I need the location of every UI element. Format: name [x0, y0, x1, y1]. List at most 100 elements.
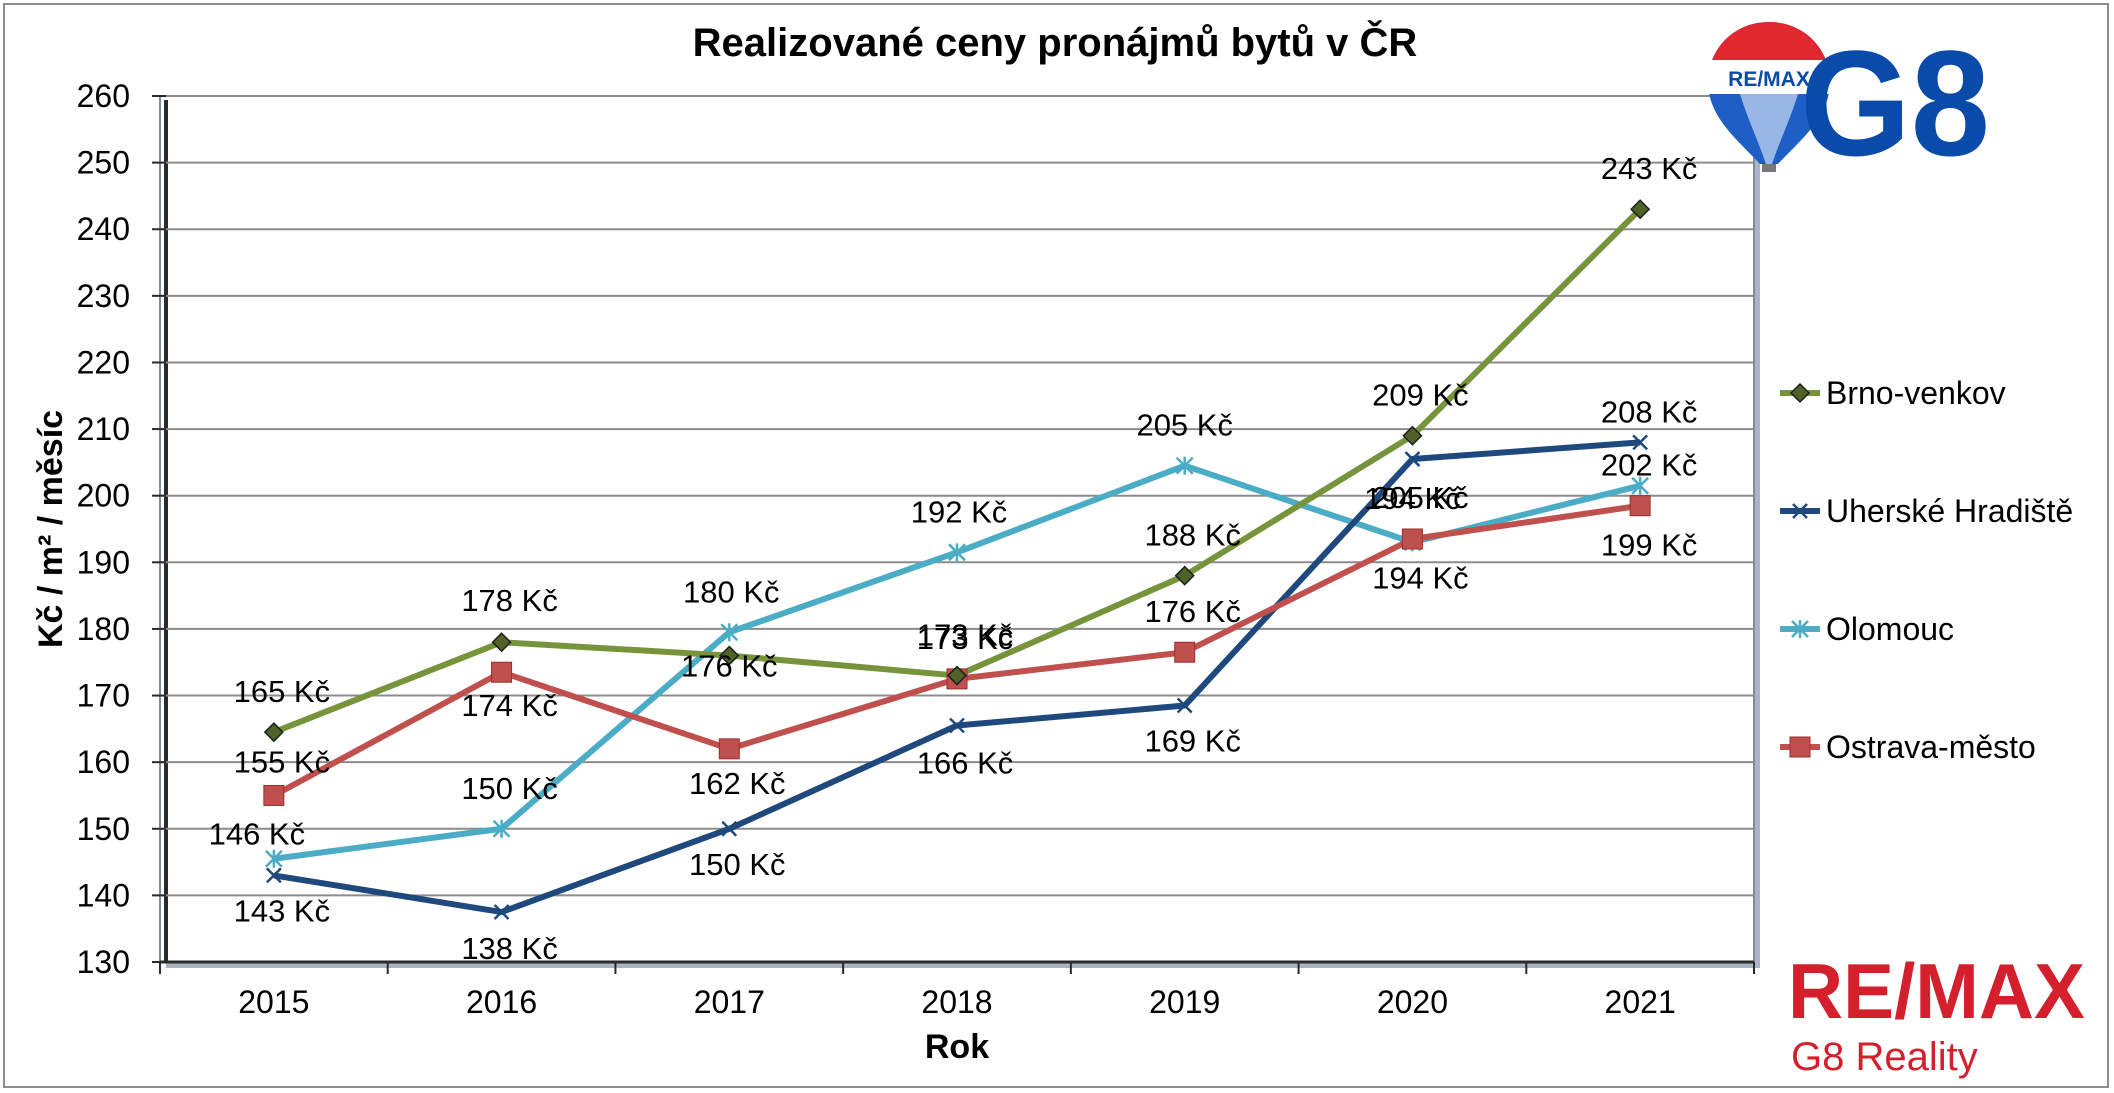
- y-axis-title: Kč / m² / měsíc: [32, 410, 70, 648]
- data-point-brno-venkov: [719, 645, 740, 666]
- data-point-olomouc: [720, 623, 739, 642]
- data-point-uhersk-hradi-t-: [721, 820, 738, 837]
- y-tick-label: 210: [77, 411, 130, 447]
- y-axis-ticks: 130 140 150 160 170 180 190 200 210 220 230 240 250 2…: [77, 78, 166, 980]
- x-tick-label: 2016: [466, 984, 537, 1020]
- legend-label: Ostrava-město: [1826, 729, 2036, 765]
- data-label-olomouc: 194 Kč: [1372, 560, 1469, 595]
- data-point-olomouc: [948, 543, 966, 562]
- y-tick-label: 140: [77, 877, 130, 913]
- data-point-ostrava-m-sto: [1629, 495, 1651, 517]
- data-point-legend-brno-venkov: [1789, 382, 1811, 404]
- legend-label: Uherské Hradiště: [1826, 493, 2073, 529]
- data-label-ostrava-m-sto: 176 Kč: [1144, 594, 1241, 629]
- data-point-ostrava-m-sto: [491, 661, 513, 683]
- y-tick-label: 190: [77, 544, 130, 580]
- data-label-uhersk-hradi-t-: 205 Kč: [1372, 480, 1469, 515]
- data-point-uhersk-hradi-t-: [493, 904, 510, 920]
- legend-label: Brno-venkov: [1826, 375, 2006, 411]
- legend-item-uhersk-hradi-t-: Uherské Hradiště: [1780, 493, 2073, 529]
- x-tick-label: 2021: [1605, 984, 1676, 1020]
- data-label-brno-venkov: 209 Kč: [1372, 378, 1469, 413]
- y-tick-label: 240: [77, 211, 130, 247]
- data-point-olomouc: [1631, 476, 1650, 495]
- data-point-brno-venkov: [1630, 199, 1651, 220]
- legend-item-ostrava-m-sto: Ostrava-město: [1780, 729, 2036, 765]
- data-point-brno-venkov: [946, 665, 968, 686]
- y-tick-label: 250: [77, 145, 130, 181]
- data-label-olomouc: 192 Kč: [911, 494, 1008, 529]
- legend-item-olomouc: Olomouc: [1780, 611, 1954, 647]
- data-point-brno-venkov: [263, 722, 284, 743]
- y-tick-label: 130: [77, 944, 130, 980]
- data-label-olomouc: 180 Kč: [683, 574, 780, 609]
- data-point-legend-olomouc: [1791, 620, 1809, 638]
- data-point-uhersk-hradi-t-: [1404, 451, 1421, 467]
- data-label-brno-venkov: 178 Kč: [461, 583, 558, 618]
- y-tick-label: 160: [77, 744, 130, 780]
- data-point-uhersk-hradi-t-: [1176, 697, 1193, 714]
- data-point-uhersk-hradi-t-: [949, 717, 965, 734]
- data-label-ostrava-m-sto: 174 Kč: [461, 688, 558, 723]
- data-point-olomouc: [492, 819, 511, 838]
- g8-logo-text: G8: [1800, 19, 1990, 187]
- legend-item-brno-venkov: Brno-venkov: [1780, 375, 2006, 411]
- data-point-brno-venkov: [491, 632, 512, 653]
- plot-area: [159, 95, 1760, 968]
- data-point-ostrava-m-sto: [718, 738, 740, 760]
- data-label-olomouc: 146 Kč: [209, 817, 306, 852]
- data-label-ostrava-m-sto: 155 Kč: [234, 744, 331, 779]
- x-tick-label: 2017: [694, 984, 765, 1020]
- data-label-ostrava-m-sto: 194 Kč: [1364, 481, 1461, 516]
- data-label-ostrava-m-sto: 173 Kč: [917, 621, 1014, 656]
- remax-balloon-logo: RE/MAX: [1708, 22, 1830, 172]
- balloon-brand-text: RE/MAX: [1728, 68, 1810, 91]
- data-point-ostrava-m-sto: [263, 784, 285, 806]
- data-label-brno-venkov: 188 Kč: [1144, 518, 1241, 553]
- data-label-brno-venkov: 243 Kč: [1601, 151, 1698, 186]
- data-point-olomouc: [1175, 456, 1194, 475]
- footer-brand-subtitle: G8 Reality: [1791, 1035, 1978, 1079]
- data-point-brno-venkov: [1402, 425, 1423, 446]
- data-point-ostrava-m-sto: [1174, 641, 1196, 663]
- data-label-ostrava-m-sto: 199 Kč: [1601, 528, 1698, 563]
- y-tick-label: 230: [77, 278, 130, 314]
- y-tick-label: 150: [77, 811, 130, 847]
- data-point-legend-uhersk-hradi-t-: [1792, 503, 1808, 519]
- x-tick-label: 2018: [921, 984, 992, 1020]
- data-label-uhersk-hradi-t-: 169 Kč: [1144, 724, 1241, 759]
- legend: Brno-venkov Uherské Hradiště Olomouc Ostrav…: [1780, 375, 2073, 765]
- data-point-olomouc: [264, 849, 283, 868]
- data-point-uhersk-hradi-t-: [265, 867, 282, 884]
- x-axis-title: Rok: [925, 1028, 989, 1066]
- y-tick-label: 200: [77, 478, 130, 514]
- y-tick-label: 220: [77, 344, 130, 380]
- legend-label: Olomouc: [1826, 611, 1954, 647]
- data-label-olomouc: 202 Kč: [1601, 448, 1698, 483]
- data-label-olomouc: 150 Kč: [461, 771, 558, 806]
- y-tick-label: 170: [77, 678, 130, 714]
- footer-brand-text: RE/MAX: [1788, 947, 2085, 1035]
- data-label-brno-venkov: 176 Kč: [681, 649, 778, 684]
- data-label-ostrava-m-sto: 162 Kč: [689, 766, 786, 801]
- x-tick-label: 2019: [1149, 984, 1220, 1020]
- x-tick-label: 2020: [1377, 984, 1448, 1020]
- data-point-brno-venkov: [1174, 565, 1195, 586]
- data-point-legend-ostrava-m-sto: [1789, 736, 1811, 758]
- data-label-uhersk-hradi-t-: 138 Kč: [461, 931, 558, 966]
- data-label-brno-venkov: 173 Kč: [917, 618, 1014, 653]
- data-label-uhersk-hradi-t-: 166 Kč: [917, 746, 1014, 781]
- data-point-ostrava-m-sto: [1401, 528, 1423, 550]
- x-axis-ticks: 2015 2016 2017 2018 2019 2020 2021: [159, 960, 1755, 1020]
- data-label-uhersk-hradi-t-: 143 Kč: [234, 893, 331, 928]
- chart-title: Realizované ceny pronájmů bytů v ČR: [693, 19, 1418, 65]
- data-label-uhersk-hradi-t-: 150 Kč: [689, 847, 786, 882]
- y-tick-label: 180: [77, 611, 130, 647]
- data-label-brno-venkov: 165 Kč: [234, 674, 331, 709]
- series-markers: [263, 199, 1651, 920]
- data-label-uhersk-hradi-t-: 208 Kč: [1601, 394, 1698, 429]
- x-tick-label: 2015: [238, 984, 309, 1020]
- data-label-olomouc: 205 Kč: [1136, 408, 1233, 443]
